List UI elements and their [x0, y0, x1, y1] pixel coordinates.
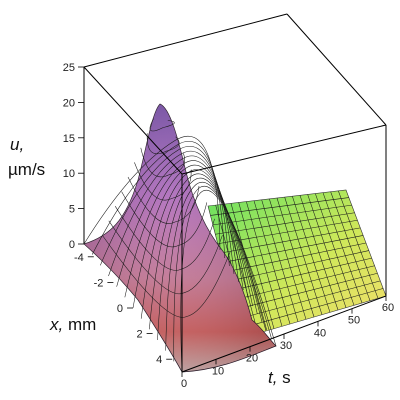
flat-grid-line [232, 265, 375, 301]
t-axis-title: t, s [268, 368, 291, 387]
flat-grid-line [239, 288, 384, 329]
z-tick-label: 10 [63, 168, 75, 180]
t-tick-label: 30 [280, 340, 292, 352]
flat-grid-line [229, 257, 372, 292]
bump-grid-line [173, 185, 272, 362]
flat-grid-line [222, 235, 364, 263]
z-axis-title-var: u, [10, 135, 24, 154]
bump-grid-line [134, 162, 192, 201]
flat-grid-line [210, 197, 349, 216]
bump-grid-line [140, 147, 185, 178]
x-axis-title-unit: mm [63, 315, 96, 334]
flat-grid-line [215, 212, 355, 235]
t-tick-label: 60 [382, 302, 394, 314]
bump-surface-grid [83, 118, 277, 373]
t-tick-label: 40 [314, 327, 326, 339]
t-axis-title-unit: s [277, 368, 290, 387]
bump-grid-line [114, 206, 215, 271]
z-tick-label: 0 [69, 239, 75, 251]
z-tick-label: 25 [63, 62, 75, 74]
t-axis-title-var: t, [268, 368, 277, 387]
bump-grid-line [180, 189, 277, 373]
x-axis-title-var: x, [49, 315, 63, 334]
box-back [83, 13, 387, 244]
t-tick-label: 20 [246, 353, 258, 365]
x-tick-label: 4 [156, 354, 162, 366]
flat-grid-line [212, 204, 352, 226]
bump-grid-line [146, 133, 180, 155]
x-axis-ticks: -4 -2 0 2 4 [74, 252, 173, 366]
bump-grid-line [165, 181, 267, 351]
bump-grid-line [157, 177, 263, 341]
bump-grid-line [127, 176, 200, 224]
flat-grid-line [234, 273, 378, 310]
z-tick-label: 20 [63, 97, 75, 109]
x-tick-label: -4 [74, 252, 84, 264]
flat-grid-line [217, 220, 358, 244]
gaussian-bump [83, 103, 277, 373]
bump-grid-line [116, 155, 239, 287]
t-axis-ticks: 0 10 20 30 40 50 60 [181, 296, 394, 390]
x-tick-label: 0 [117, 303, 123, 315]
bump-grid-line [102, 235, 231, 318]
x-tick-label: -2 [94, 277, 104, 289]
t-tick-label: 0 [181, 378, 187, 390]
bump-grid-line [149, 118, 175, 132]
bump-grid-line [132, 164, 249, 309]
bump-grid-line [83, 135, 221, 251]
z-axis-title-unit: µm/s [8, 160, 45, 179]
bump-grid-line [121, 191, 208, 248]
flat-grid-line [237, 280, 381, 320]
t-tick-label: 10 [212, 365, 224, 377]
x-tick-label: 2 [136, 329, 142, 341]
flat-grid-line [227, 250, 369, 282]
z-axis-ticks: 0 5 10 15 20 25 [63, 62, 84, 251]
bump-grid-line [124, 160, 244, 298]
z-tick-label: 5 [69, 204, 75, 216]
t-tick-label: 50 [348, 315, 360, 327]
x-axis-title: x, mm [49, 315, 96, 334]
z-tick-label: 15 [63, 133, 75, 145]
bump-grid-line [108, 220, 223, 295]
